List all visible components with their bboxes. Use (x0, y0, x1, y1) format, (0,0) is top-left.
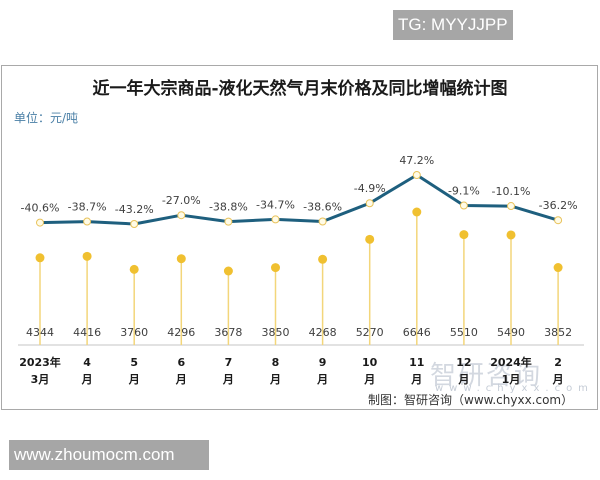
price-dot (129, 264, 139, 274)
brand-watermark-url: www.chyxx.com (435, 383, 594, 394)
price-value-label: 6646 (403, 326, 431, 339)
price-value-labels: 4344 4416 3760 4296 3678 3850 4268 5270 6646 5510… (26, 326, 572, 339)
yoy-label: -4.9% (354, 182, 386, 195)
price-dot (318, 254, 328, 264)
x-tick-label: 月 (457, 373, 469, 386)
yoy-marker (224, 217, 233, 226)
x-tick-label: 月 (363, 373, 375, 386)
yoy-label: -40.6% (21, 202, 60, 215)
price-markers (35, 207, 563, 276)
yoy-labels: -40.6% -38.7% -43.2% -27.0% -38.8% -34.7% -38.… (21, 154, 578, 216)
yoy-label: -27.0% (162, 194, 201, 207)
price-value-label: 4268 (309, 326, 337, 339)
site-watermark-badge: www.zhoumocm.com (9, 440, 209, 470)
x-tick-label: 月 (222, 373, 234, 386)
x-tick-label: 月 (410, 373, 422, 386)
yoy-marker (554, 216, 563, 225)
x-tick-label: 10 (362, 356, 378, 369)
yoy-marker (507, 202, 515, 211)
x-tick-label: 8 (272, 356, 280, 369)
x-tick-label: 6 (177, 356, 185, 369)
x-tick-label: 1月 (502, 373, 521, 386)
price-stems (39, 212, 559, 345)
yoy-marker (36, 218, 44, 227)
x-tick-label: 月 (128, 373, 140, 386)
price-dot (223, 266, 233, 276)
chart-title: 近一年大宗商品-液化天然气月末价格及同比增幅统计图 (92, 79, 508, 99)
price-value-label: 3852 (544, 326, 572, 339)
yoy-marker (83, 217, 92, 226)
x-axis-labels: 2023年 3月 4 月 5 月 6 月 7 月 8 月 9 月 10 月 11 月 12 月 2024年 1月 2 月 (19, 355, 563, 386)
x-tick-label: 12 (456, 356, 471, 369)
price-dot (365, 234, 375, 244)
price-value-label: 4344 (26, 326, 54, 339)
price-dot (506, 230, 516, 240)
x-tick-label: 2 (554, 356, 562, 369)
brand-watermark: 智研咨询 (430, 361, 543, 391)
yoy-label: -10.1% (492, 185, 531, 198)
price-dot (271, 263, 280, 273)
x-tick-label: 7 (225, 356, 233, 369)
price-value-label: 4296 (167, 326, 195, 339)
x-tick-label: 月 (175, 373, 187, 386)
price-dot (459, 230, 469, 240)
x-tick-label: 5 (130, 356, 138, 369)
yoy-label: -43.2% (115, 203, 154, 216)
yoy-marker (177, 211, 186, 220)
x-tick-label: 月 (81, 373, 93, 386)
price-value-label: 5490 (497, 326, 525, 339)
price-value-label: 5270 (356, 326, 384, 339)
yoy-growth-line (39, 173, 559, 226)
x-tick-label: 2024年 (490, 355, 532, 369)
x-tick-label: 月 (316, 373, 328, 386)
yoy-marker (130, 220, 139, 228)
x-tick-label: 4 (83, 356, 91, 369)
price-value-label: 4416 (73, 326, 101, 339)
yoy-marker (271, 215, 280, 224)
x-tick-label: 9 (319, 356, 327, 369)
x-tick-label: 2023年 (19, 355, 61, 369)
yoy-label: -38.8% (209, 201, 248, 214)
yoy-label: -36.2% (539, 199, 578, 212)
yoy-marker (318, 217, 327, 226)
yoy-label: -38.7% (68, 201, 107, 214)
x-tick-label: 11 (409, 356, 424, 369)
yoy-label: -34.7% (256, 198, 295, 211)
chart-frame (1, 65, 598, 410)
x-tick-label: 3月 (31, 373, 50, 386)
x-tick-label: 月 (269, 373, 281, 386)
yoy-label: -9.1% (448, 185, 480, 198)
yoy-markers (36, 171, 563, 228)
telegram-watermark-badge: TG: MYYJJPP (393, 10, 513, 40)
unit-label: 单位：元/吨 (14, 111, 79, 125)
price-dot (553, 263, 563, 273)
yoy-label: 47.2% (399, 154, 434, 167)
price-dot (82, 251, 92, 261)
x-tick-label: 月 (552, 373, 564, 386)
yoy-marker (412, 171, 421, 179)
yoy-marker (365, 199, 374, 208)
price-dot (176, 254, 186, 264)
source-credit: 制图：智研咨询（www.chyxx.com） (368, 393, 574, 407)
price-value-label: 3850 (262, 326, 290, 339)
price-value-label: 5510 (450, 326, 478, 339)
price-dot (412, 207, 422, 217)
price-dot (35, 253, 45, 263)
yoy-label: -38.6% (303, 201, 342, 214)
yoy-marker (459, 201, 468, 210)
price-value-label: 3760 (120, 326, 148, 339)
price-value-label: 3678 (214, 326, 242, 339)
